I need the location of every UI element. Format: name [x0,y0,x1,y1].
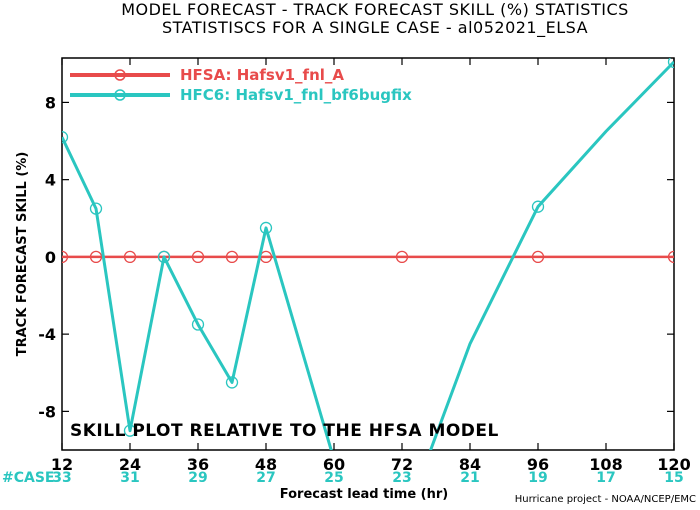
series-point-hfsa [123,250,137,264]
series-point-hfc6 [89,202,103,215]
series-point-hfsa [62,250,69,264]
series-point-hfc6 [123,424,137,437]
y-axis-label: TRACK FORECAST SKILL (%) [15,152,30,357]
legend-label-hfc6: HFC6: Hafsv1_fnl_bf6bugfix [180,86,412,104]
series-point-hfsa [531,250,545,264]
series-point-hfc6 [225,376,239,389]
x-axis: 12 24 36 48 60 72 84 96 108 120 [51,58,691,474]
case-count: 15 [664,470,683,486]
case-count: 33 [52,470,71,486]
legend: HFSA: Hafsv1_fnl_A HFC6: Hafsv1_fnl_bf6b… [70,66,412,104]
case-count: 19 [528,470,547,486]
chart-title-line2: STATISTISCS FOR A SINGLE CASE - al052021… [162,18,588,38]
case-count-row: 33 31 29 27 25 23 21 19 17 15 [52,470,683,486]
case-count: 25 [324,470,343,486]
x-tick-label: 96 [527,455,549,474]
y-tick-label: 8 [45,93,56,112]
series-point-hfc6 [191,318,205,331]
series-layer [62,58,674,450]
series-point-hfsa [89,250,103,264]
y-axis: -8 -4 0 4 8 [38,93,674,421]
series-line-hfc6 [62,60,674,450]
x-tick-label: 24 [119,455,141,474]
credit-text: Hurricane project - NOAA/NCEP/EMC [515,494,696,505]
case-count: 23 [392,470,411,486]
plot-area [61,57,675,451]
y-tick-label: 4 [45,171,56,190]
series-point-hfc6 [667,58,674,69]
legend-label-hfsa: HFSA: Hafsv1_fnl_A [180,66,344,84]
case-count: 29 [188,470,207,486]
series-point-hfsa [395,250,409,264]
x-axis-label: Forecast lead time (hr) [280,487,448,502]
series-point-hfc6 [62,131,69,144]
y-tick-label: -8 [38,402,56,421]
x-tick-label: 72 [391,455,413,474]
legend-marker-hfsa [114,69,126,81]
series-point-hfc6 [531,200,545,213]
case-count: 21 [460,470,479,486]
x-tick-label: 108 [589,455,622,474]
case-count: 17 [596,470,615,486]
y-tick-label: -4 [38,325,56,344]
skill-annotation: SKILL PLOT RELATIVE TO THE HFSA MODEL [70,421,499,441]
x-tick-label: 84 [459,455,481,474]
legend-marker-hfc6 [114,89,126,101]
series-point-hfc6 [259,221,273,235]
x-tick-label: 48 [255,455,277,474]
y-tick-label: 0 [45,248,56,267]
series-point-hfsa [667,250,674,264]
series-point-hfsa [225,250,239,264]
series-point-hfsa [191,250,205,264]
series-point-hfc6 [157,250,171,264]
chart-title-line1: MODEL FORECAST - TRACK FORECAST SKILL (%… [121,0,629,19]
case-count: 27 [256,470,275,486]
x-tick-label: 120 [657,455,690,474]
x-tick-label: 60 [323,455,345,474]
case-count: 31 [120,470,139,486]
x-tick-label: 36 [187,455,209,474]
case-label: #CASE [2,470,55,486]
x-tick-label: 12 [51,455,73,474]
